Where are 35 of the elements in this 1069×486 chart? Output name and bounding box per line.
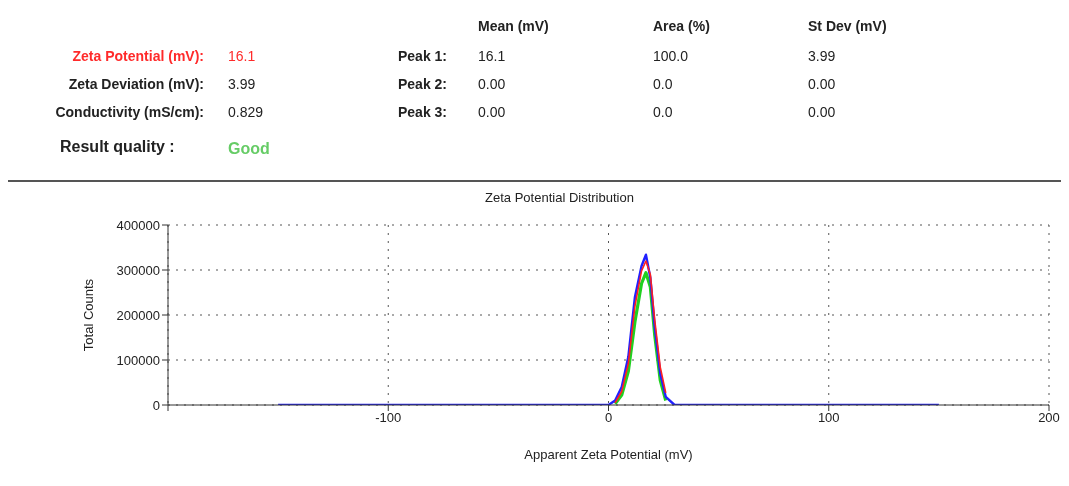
text: 0.0 <box>653 104 673 120</box>
text: 0.0 <box>653 76 673 92</box>
y-tick-label: 200000 <box>116 307 160 323</box>
text: 16.1 <box>478 48 506 64</box>
text: Peak 3: <box>398 104 448 120</box>
text: Peak 2: <box>398 76 448 92</box>
x-axis-title: Apparent Zeta Potential (mV) <box>524 447 693 462</box>
y-tick-label: 400000 <box>116 217 160 233</box>
y-tick-label: 0 <box>152 397 160 413</box>
x-tick-label: 0 <box>604 410 613 426</box>
text: Area (%) <box>653 18 710 34</box>
text: Result quality : <box>60 138 175 156</box>
text: Zeta Deviation (mV): <box>68 76 204 92</box>
text: Conductivity (mS/cm): <box>55 104 204 120</box>
text: Mean (mV) <box>478 18 549 34</box>
text: 0.00 <box>808 76 836 92</box>
text: Zeta Potential (mV): <box>72 48 204 64</box>
x-tick-label: 200 <box>1038 410 1060 426</box>
text: Peak 1: <box>398 48 448 64</box>
chart-title: Zeta Potential Distribution <box>484 190 635 205</box>
x-tick-label: -100 <box>375 410 402 426</box>
text: 3.99 <box>808 48 836 64</box>
text: Good <box>228 140 270 158</box>
text: 100.0 <box>653 48 689 64</box>
text: 0.00 <box>808 104 836 120</box>
x-tick-label: 100 <box>817 410 840 426</box>
text: 3.99 <box>228 76 256 92</box>
text: St Dev (mV) <box>808 18 887 34</box>
y-tick-label: 300000 <box>116 262 160 278</box>
text: 16.1 <box>228 48 256 64</box>
y-tick-label: 100000 <box>116 352 160 368</box>
text: 0.829 <box>228 104 264 120</box>
y-axis-title: Total Counts <box>80 278 96 352</box>
text: 0.00 <box>478 76 506 92</box>
text: 0.00 <box>478 104 506 120</box>
